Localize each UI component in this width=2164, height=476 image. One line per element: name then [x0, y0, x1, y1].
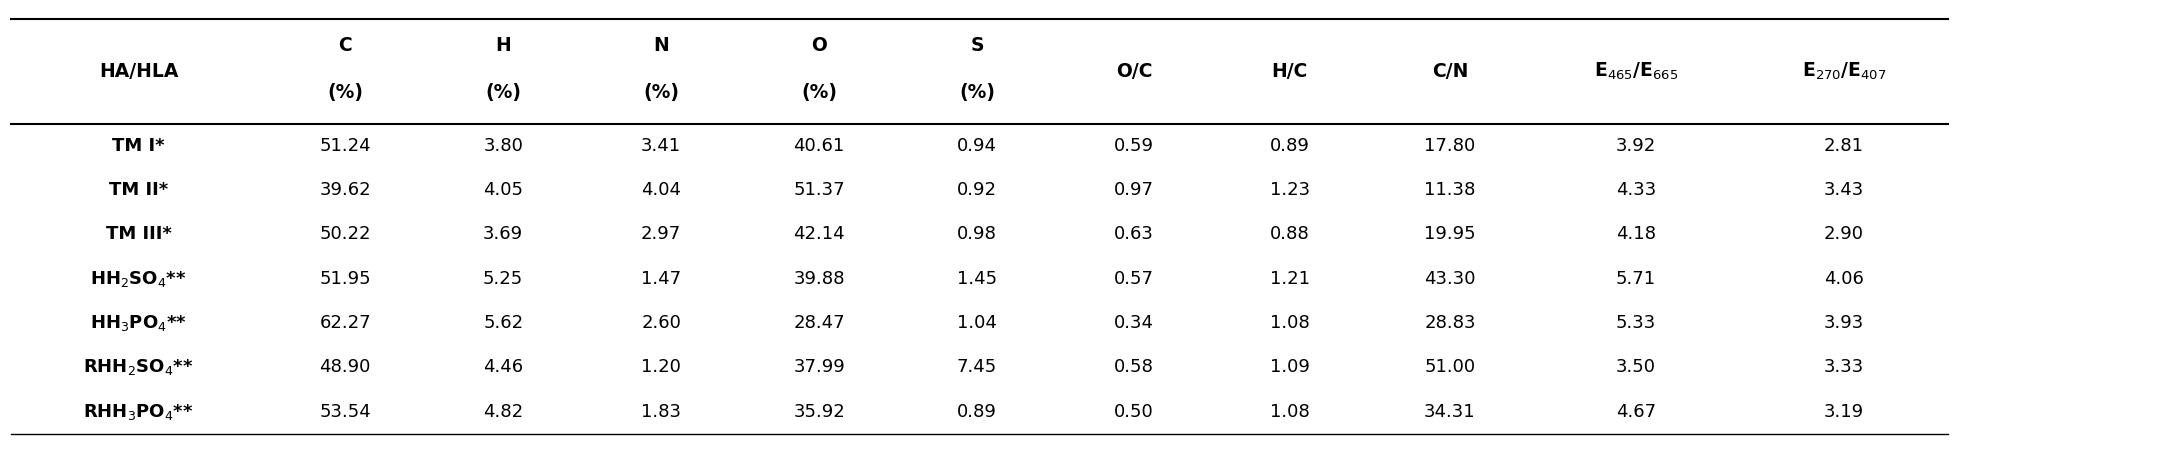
Text: 1.45: 1.45: [956, 270, 998, 288]
Text: 0.89: 0.89: [956, 403, 998, 420]
Text: S: S: [969, 36, 985, 55]
Text: (%): (%): [327, 83, 364, 102]
Text: 5.33: 5.33: [1617, 314, 1655, 332]
Text: H: H: [496, 36, 511, 55]
Text: 39.62: 39.62: [320, 181, 370, 199]
Text: RHH$_2$SO$_4$**: RHH$_2$SO$_4$**: [84, 357, 193, 377]
Text: 28.47: 28.47: [794, 314, 844, 332]
Text: 4.33: 4.33: [1617, 181, 1655, 199]
Text: 2.81: 2.81: [1824, 137, 1863, 155]
Text: 1.21: 1.21: [1270, 270, 1309, 288]
Text: HH$_2$SO$_4$**: HH$_2$SO$_4$**: [91, 268, 186, 289]
Text: 35.92: 35.92: [794, 403, 844, 420]
Text: 4.18: 4.18: [1617, 226, 1655, 243]
Text: 1.04: 1.04: [956, 314, 998, 332]
Text: 0.63: 0.63: [1114, 226, 1153, 243]
Text: 0.57: 0.57: [1114, 270, 1153, 288]
Text: TM III*: TM III*: [106, 226, 171, 243]
Text: 48.90: 48.90: [320, 358, 370, 376]
Text: 3.92: 3.92: [1617, 137, 1655, 155]
Text: O: O: [812, 36, 827, 55]
Text: 1.20: 1.20: [641, 358, 682, 376]
Text: 0.34: 0.34: [1114, 314, 1153, 332]
Text: 0.88: 0.88: [1270, 226, 1309, 243]
Text: 4.04: 4.04: [641, 181, 682, 199]
Text: 0.58: 0.58: [1114, 358, 1153, 376]
Text: 3.69: 3.69: [483, 226, 524, 243]
Text: TM I*: TM I*: [113, 137, 164, 155]
Text: 2.60: 2.60: [641, 314, 682, 332]
Text: (%): (%): [959, 83, 995, 102]
Text: 4.82: 4.82: [483, 403, 524, 420]
Text: HA/HLA: HA/HLA: [100, 62, 177, 81]
Text: 7.45: 7.45: [956, 358, 998, 376]
Text: 39.88: 39.88: [794, 270, 844, 288]
Text: 34.31: 34.31: [1424, 403, 1476, 420]
Text: TM II*: TM II*: [108, 181, 169, 199]
Text: 4.46: 4.46: [483, 358, 524, 376]
Text: 11.38: 11.38: [1424, 181, 1476, 199]
Text: 0.98: 0.98: [956, 226, 998, 243]
Text: 1.09: 1.09: [1270, 358, 1309, 376]
Text: C: C: [338, 36, 353, 55]
Text: 2.90: 2.90: [1824, 226, 1863, 243]
Text: E$_{465}$/E$_{665}$: E$_{465}$/E$_{665}$: [1595, 61, 1677, 82]
Text: 51.00: 51.00: [1424, 358, 1476, 376]
Text: 50.22: 50.22: [320, 226, 370, 243]
Text: 28.83: 28.83: [1424, 314, 1476, 332]
Text: 17.80: 17.80: [1424, 137, 1476, 155]
Text: 1.08: 1.08: [1270, 314, 1309, 332]
Text: 3.33: 3.33: [1824, 358, 1863, 376]
Text: 53.54: 53.54: [320, 403, 370, 420]
Text: 0.89: 0.89: [1270, 137, 1309, 155]
Text: 40.61: 40.61: [794, 137, 844, 155]
Text: 5.62: 5.62: [483, 314, 524, 332]
Text: 5.71: 5.71: [1617, 270, 1655, 288]
Text: HH$_3$PO$_4$**: HH$_3$PO$_4$**: [91, 313, 186, 333]
Text: E$_{270}$/E$_{407}$: E$_{270}$/E$_{407}$: [1800, 61, 1887, 82]
Text: N: N: [654, 36, 669, 55]
Text: C/N: C/N: [1433, 62, 1467, 81]
Text: 2.97: 2.97: [641, 226, 682, 243]
Text: 1.08: 1.08: [1270, 403, 1309, 420]
Text: 1.47: 1.47: [641, 270, 682, 288]
Text: 0.92: 0.92: [956, 181, 998, 199]
Text: (%): (%): [801, 83, 837, 102]
Text: 3.41: 3.41: [641, 137, 682, 155]
Text: 3.19: 3.19: [1824, 403, 1863, 420]
Text: 4.06: 4.06: [1824, 270, 1863, 288]
Text: 0.97: 0.97: [1114, 181, 1153, 199]
Text: O/C: O/C: [1117, 62, 1151, 81]
Text: H/C: H/C: [1272, 62, 1307, 81]
Text: 62.27: 62.27: [320, 314, 370, 332]
Text: 4.67: 4.67: [1617, 403, 1655, 420]
Text: 0.50: 0.50: [1114, 403, 1153, 420]
Text: 43.30: 43.30: [1424, 270, 1476, 288]
Text: 51.37: 51.37: [794, 181, 844, 199]
Text: 4.05: 4.05: [483, 181, 524, 199]
Text: (%): (%): [643, 83, 679, 102]
Text: 3.50: 3.50: [1617, 358, 1655, 376]
Text: (%): (%): [485, 83, 522, 102]
Text: 51.95: 51.95: [320, 270, 370, 288]
Text: 3.80: 3.80: [483, 137, 524, 155]
Text: 37.99: 37.99: [794, 358, 844, 376]
Text: 42.14: 42.14: [794, 226, 844, 243]
Text: RHH$_3$PO$_4$**: RHH$_3$PO$_4$**: [82, 401, 195, 422]
Text: 0.59: 0.59: [1114, 137, 1153, 155]
Text: 1.83: 1.83: [641, 403, 682, 420]
Text: 1.23: 1.23: [1270, 181, 1309, 199]
Text: 0.94: 0.94: [956, 137, 998, 155]
Text: 3.93: 3.93: [1824, 314, 1863, 332]
Text: 3.43: 3.43: [1824, 181, 1863, 199]
Text: 5.25: 5.25: [483, 270, 524, 288]
Text: 19.95: 19.95: [1424, 226, 1476, 243]
Text: 51.24: 51.24: [320, 137, 370, 155]
